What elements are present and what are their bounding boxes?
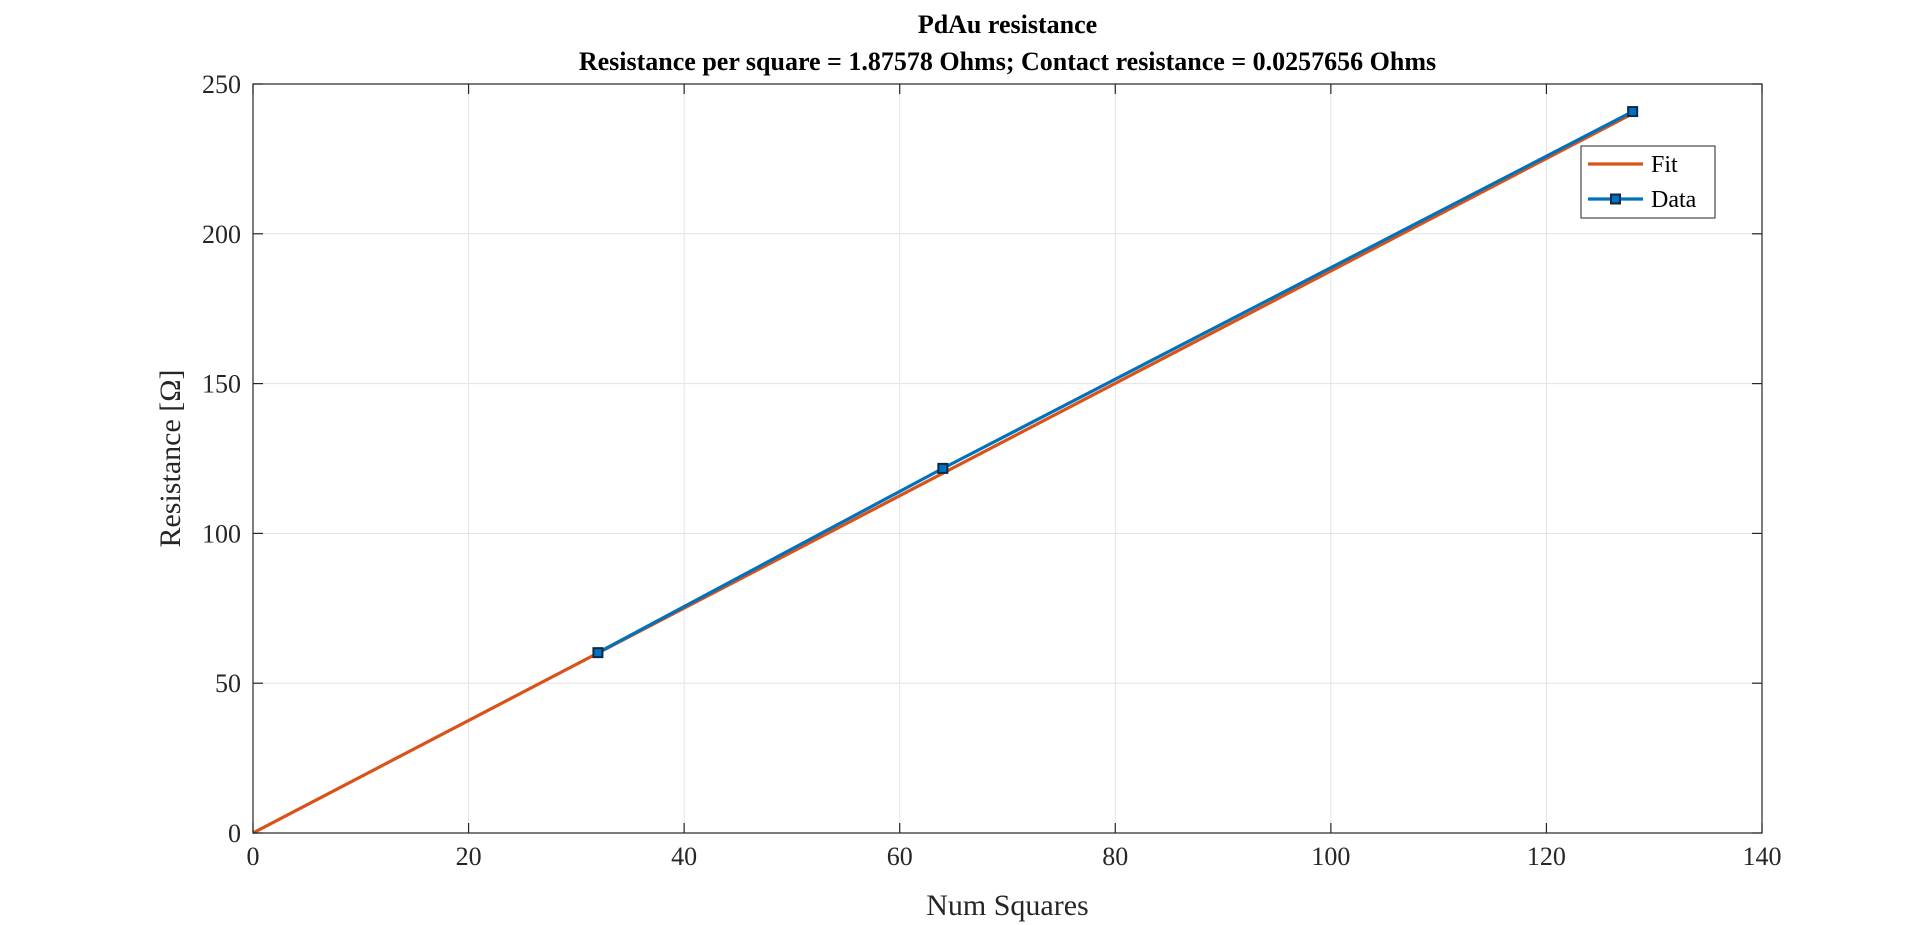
data-point bbox=[592, 647, 604, 659]
y-tick-label: 200 bbox=[202, 220, 241, 249]
x-tick-label: 100 bbox=[1311, 842, 1350, 871]
x-axis-label: Num Squares bbox=[926, 889, 1088, 922]
y-tick-label: 250 bbox=[202, 70, 241, 99]
y-tick-label: 0 bbox=[228, 819, 241, 848]
legend-label-data: Data bbox=[1651, 187, 1697, 213]
plot-area bbox=[253, 84, 1762, 833]
y-tick-label: 150 bbox=[202, 370, 241, 399]
axes-box bbox=[252, 83, 1763, 834]
y-tick-label: 100 bbox=[202, 519, 241, 548]
series-layer bbox=[252, 106, 1639, 835]
data-point bbox=[1627, 106, 1639, 118]
data-point bbox=[937, 462, 949, 474]
x-tick-label: 0 bbox=[247, 842, 260, 871]
legend-marker bbox=[1610, 193, 1621, 205]
x-tick-label: 80 bbox=[1102, 842, 1128, 871]
grid bbox=[253, 84, 1762, 833]
legend-entries: Fit Data bbox=[1588, 152, 1697, 213]
x-tick-label: 120 bbox=[1527, 842, 1566, 871]
chart-subtitle: Resistance per square = 1.87578 Ohms; Co… bbox=[579, 47, 1436, 76]
x-tick-label: 60 bbox=[887, 842, 913, 871]
x-tick-label: 140 bbox=[1743, 842, 1782, 871]
legend: Fit Data bbox=[1580, 145, 1716, 219]
x-tick-label: 40 bbox=[671, 842, 697, 871]
x-tick-label: 20 bbox=[456, 842, 482, 871]
y-axis-label: Resistance [Ω] bbox=[154, 369, 187, 547]
legend-box bbox=[1580, 145, 1716, 219]
chart-title: PdAu resistance bbox=[918, 10, 1097, 39]
y-tick-label: 50 bbox=[215, 669, 241, 698]
ticks: 0 20 40 60 80 100 120 140 0 50 100 150 200 250 bbox=[202, 70, 1782, 871]
legend-label-fit: Fit bbox=[1651, 152, 1678, 178]
